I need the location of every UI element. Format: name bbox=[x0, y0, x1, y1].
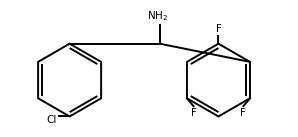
Text: F: F bbox=[215, 24, 221, 34]
Text: Cl: Cl bbox=[46, 115, 56, 125]
Text: F: F bbox=[240, 108, 246, 118]
Text: NH$_2$: NH$_2$ bbox=[147, 9, 168, 22]
Text: F: F bbox=[191, 108, 196, 118]
